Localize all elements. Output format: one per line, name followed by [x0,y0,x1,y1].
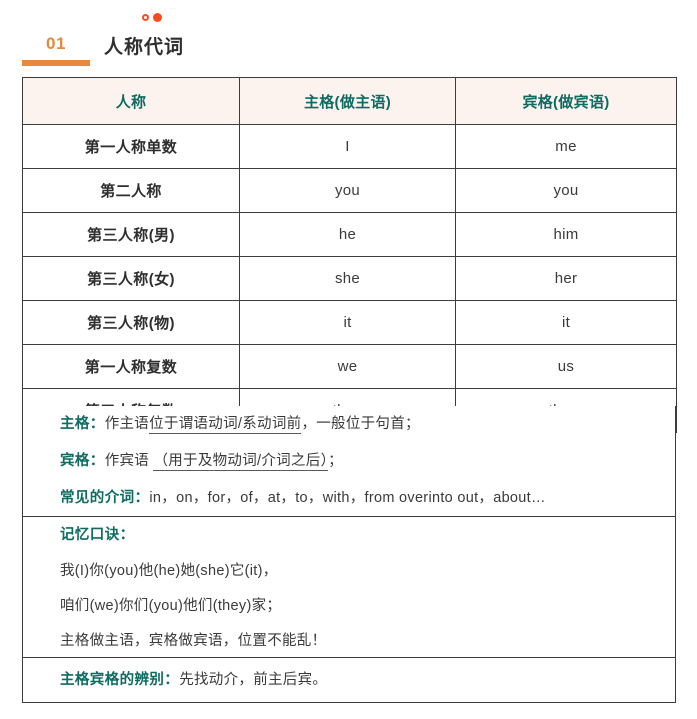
note-text-pre: 作主语 [104,416,150,432]
table-row: 第一人称单数 I me [22,124,677,169]
distinguish-rule-line: 主格宾格的辨别：先找动介，前主后宾。 [23,658,675,703]
cell-objective: it [455,300,677,345]
circle-outline-icon [142,14,149,21]
cell-person: 第三人称(男) [22,212,240,257]
cell-objective: me [455,124,677,169]
note-text-prepositions: in，on，for，of，at，to，with，from overinto ou… [149,490,546,506]
note-label-subjective: 主格： [60,416,105,432]
note-text-post: ，一般位于句首； [301,416,420,432]
table-row: 第一人称复数 we us [22,344,677,389]
cell-objective: her [455,256,677,301]
cell-person: 第一人称复数 [22,344,240,389]
cell-person: 第二人称 [22,168,240,213]
mnemonic-title-line: 记忆口诀： [23,517,675,554]
table-row: 第三人称(男) he him [22,212,677,257]
note-text-underlined: （用于及物动词/介词之后） [153,453,329,471]
mnemonic-line-3: 主格做主语，宾格做宾语，位置不能乱！ [60,633,327,649]
notes-distinguish-rule: 主格宾格的辨别：先找动介，前主后宾。 [22,658,676,703]
note-objective-definition: 宾格：作宾语 （用于及物动词/介词之后）； [23,443,675,480]
cell-objective: you [455,168,677,213]
circle-filled-icon [153,13,162,22]
table-header-row: 人称 主格(做主语) 宾格(做宾语) [22,77,677,125]
note-subjective-definition: 主格：作主语位于谓语动词/系动词前，一般位于句首； [23,406,675,443]
cell-subjective: I [239,124,456,169]
section-number-wrap: 01 [22,33,90,55]
cell-subjective: you [239,168,456,213]
cell-objective: him [455,212,677,257]
page-title: 人称代词 [104,37,185,58]
note-label-objective: 宾格： [60,453,105,469]
pronoun-table: 人称 主格(做主语) 宾格(做宾语) 第一人称单数 I me 第二人称 you … [22,77,677,433]
mnemonic-title: 记忆口诀： [60,527,135,543]
cell-person: 第一人称单数 [22,124,240,169]
note-text-underlined: 位于谓语动词/系动词前 [149,416,302,434]
note-text-pre: 作宾语 [104,453,154,469]
column-header-person: 人称 [22,77,240,125]
column-header-objective: 宾格(做宾语) [455,77,677,125]
section-number: 01 [46,34,66,53]
mnemonic-line-2: 咱们(we)你们(you)他们(they)家； [60,598,282,614]
note-text-distinguish: 先找动介，前主后宾。 [179,672,328,688]
mnemonic-line-1: 我(I)你(you)他(he)她(she)它(it)， [60,563,278,579]
table-row: 第二人称 you you [22,168,677,213]
cell-subjective: it [239,300,456,345]
notes-mnemonic: 记忆口诀： 我(I)你(you)他(he)她(she)它(it)， 咱们(we)… [22,517,676,658]
note-label-distinguish: 主格宾格的辨别： [60,672,180,688]
note-text-post: ； [328,453,343,469]
cell-person: 第三人称(女) [22,256,240,301]
column-header-subjective: 主格(做主语) [239,77,456,125]
cell-objective: us [455,344,677,389]
cell-subjective: she [239,256,456,301]
note-label-prepositions: 常见的介词： [60,490,150,506]
table-row: 第三人称(物) it it [22,300,677,345]
cell-subjective: we [239,344,456,389]
section-accent-bar [22,60,90,66]
table-row: 第三人称(女) she her [22,256,677,301]
section-heading: 01 人称代词 [22,33,662,73]
notes-case-definitions: 主格：作主语位于谓语动词/系动词前，一般位于句首； 宾格：作宾语 （用于及物动词… [22,406,676,517]
decorative-dots [142,13,162,22]
note-common-prepositions: 常见的介词：in，on，for，of，at，to，with，from overi… [23,480,675,517]
cell-subjective: he [239,212,456,257]
cell-person: 第三人称(物) [22,300,240,345]
